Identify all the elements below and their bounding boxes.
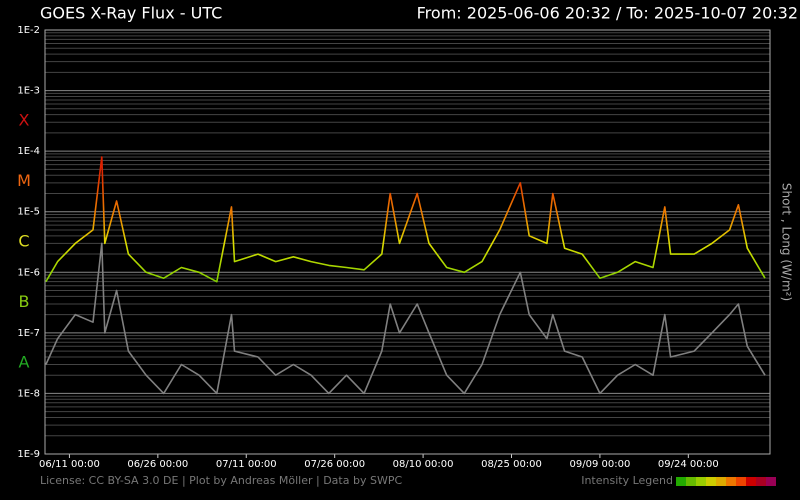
y-tick-label: 1E-7 bbox=[17, 328, 40, 339]
x-tick-label: 09/09 00:00 bbox=[570, 459, 631, 470]
legend-swatch bbox=[736, 477, 746, 486]
legend-label: Intensity Legend bbox=[581, 474, 673, 487]
y-axis-label: Short , Long (W/m²) bbox=[780, 183, 794, 301]
footer: License: CC BY-SA 3.0 DE | Plot by Andre… bbox=[40, 474, 402, 487]
flare-class-label: X bbox=[19, 110, 30, 129]
x-tick-label: 06/11 00:00 bbox=[39, 459, 100, 470]
flare-class-label: C bbox=[18, 232, 29, 251]
legend-swatch bbox=[696, 477, 706, 486]
y-tick-label: 1E-3 bbox=[17, 86, 40, 97]
legend-swatch bbox=[746, 477, 756, 486]
legend-swatch bbox=[686, 477, 696, 486]
legend-swatch bbox=[706, 477, 716, 486]
y-tick-label: 1E-2 bbox=[17, 25, 40, 36]
y-tick-label: 1E-8 bbox=[17, 388, 40, 399]
x-tick-label: 07/26 00:00 bbox=[304, 459, 365, 470]
x-tick-label: 06/26 00:00 bbox=[127, 459, 188, 470]
y-tick-label: 1E-6 bbox=[17, 267, 40, 278]
flare-class-label: A bbox=[19, 353, 30, 372]
x-tick-label: 08/25 00:00 bbox=[481, 459, 542, 470]
legend-swatch bbox=[726, 477, 736, 486]
x-tick-label: 09/24 00:00 bbox=[658, 459, 719, 470]
time-range: From: 2025-06-06 20:32 / To: 2025-10-07 … bbox=[417, 4, 798, 23]
legend-swatch bbox=[766, 477, 776, 486]
plot-frame bbox=[44, 29, 771, 455]
x-tick-label: 07/11 00:00 bbox=[216, 459, 277, 470]
legend-swatch bbox=[756, 477, 766, 486]
flare-class-label: M bbox=[17, 171, 31, 190]
flare-class-label: B bbox=[19, 292, 30, 311]
y-tick-label: 1E-4 bbox=[17, 146, 40, 157]
y-tick-label: 1E-9 bbox=[17, 449, 40, 460]
series-line bbox=[45, 242, 766, 395]
series-line bbox=[45, 156, 766, 283]
legend-swatch bbox=[716, 477, 726, 486]
x-tick-label: 08/10 00:00 bbox=[393, 459, 454, 470]
y-tick-label: 1E-5 bbox=[17, 207, 40, 218]
legend-swatch bbox=[676, 477, 686, 486]
chart-title: GOES X-Ray Flux - UTC bbox=[40, 4, 222, 23]
